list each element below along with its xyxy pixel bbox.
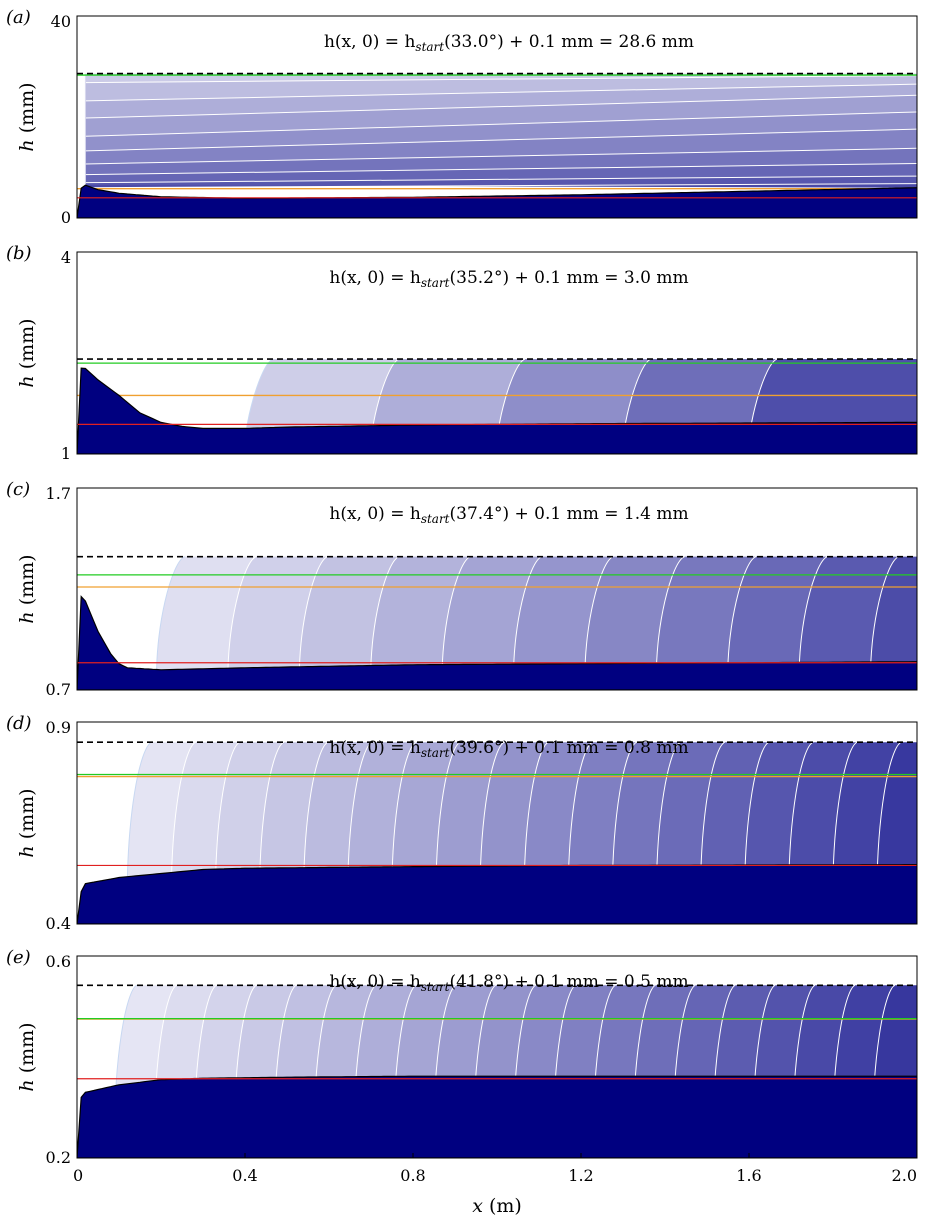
x-tick-label: 0.4 (232, 1166, 257, 1185)
contour-band (85, 84, 917, 119)
plot-area (77, 984, 917, 1158)
plot-area (77, 358, 917, 454)
wave-front (156, 556, 186, 690)
contour-band (85, 73, 917, 83)
contour-line (85, 94, 917, 119)
contour-band (85, 129, 917, 164)
y-axis-title: h (mm) (16, 82, 38, 151)
y-tick-label: 40 (51, 12, 71, 31)
x-axis-title: x (m) (472, 1195, 522, 1217)
contour-band (85, 183, 917, 188)
plot-area (77, 741, 917, 924)
panel-letter: (d) (6, 713, 32, 734)
panel-frame (76, 15, 918, 219)
x-tick-label: 1.2 (568, 1166, 593, 1185)
contour-band (85, 148, 917, 175)
y-tick-label: 0 (61, 208, 71, 227)
y-tick-label: 1.7 (46, 484, 71, 503)
wave-band (584, 556, 685, 690)
panel-frame (76, 955, 918, 1159)
panel-frame (76, 721, 918, 925)
formula-annotation: h(x, 0) = hstart(33.0°) + 0.1 mm = 28.6 … (324, 32, 694, 54)
contour-band (85, 176, 917, 188)
formula-annotation: h(x, 0) = hstart(35.2°) + 0.1 mm = 3.0 m… (329, 268, 688, 290)
panel-letter: (e) (6, 947, 31, 968)
contour-line (85, 183, 917, 189)
y-tick-label: 0.6 (46, 952, 71, 971)
panel-a: 0 40 (a) h (mm) h(x, 0) = hstart(33.0°) + 0.… (6, 7, 918, 227)
y-tick-label: 0.2 (46, 1148, 71, 1167)
panel-b: 1 4 (b) h (mm) h(x, 0) = hstart(35.2°) + 0.1… (6, 243, 918, 463)
bed-fill (77, 184, 917, 218)
y-axis-title: h (mm) (16, 318, 38, 387)
contour-line (85, 75, 917, 84)
x-tick-label: 0 (73, 1166, 83, 1185)
wave-band (513, 556, 614, 690)
panel-frame (76, 487, 918, 691)
y-axis-title: h (mm) (16, 1022, 38, 1091)
contour-line (85, 147, 917, 165)
panel-frame (76, 251, 918, 455)
contour-line (85, 83, 917, 102)
y-tick-label: 0.4 (46, 914, 71, 933)
panel-letter: (b) (6, 243, 32, 264)
y-axis-title: h (mm) (16, 788, 38, 857)
wave-band (370, 556, 471, 690)
y-tick-label: 1 (61, 444, 71, 463)
x-tick-label: 0.8 (400, 1166, 425, 1185)
y-axis-title: h (mm) (16, 554, 38, 623)
wave-band (799, 556, 899, 690)
x-tick-label: 1.6 (736, 1166, 761, 1185)
panel-c: 0.7 1.7 (c) h (mm) h(x, 0) = hstart(37.4°) +… (6, 479, 918, 699)
wave-band (656, 556, 756, 690)
wave-band (156, 556, 257, 690)
plot-area (77, 72, 917, 218)
bed-fill (77, 864, 917, 924)
formula-annotation: h(x, 0) = hstart(41.8°) + 0.1 mm = 0.5 m… (329, 972, 688, 994)
contour-line (85, 128, 917, 152)
contour-band (85, 75, 917, 101)
contour-line (85, 111, 917, 137)
wave-band (299, 556, 399, 690)
panel-letter: (a) (6, 7, 31, 28)
panel-letter: (c) (6, 479, 30, 500)
wave-band (227, 556, 328, 690)
contour-band (85, 95, 917, 137)
y-tick-label: 0.9 (46, 718, 71, 737)
formula-annotation: h(x, 0) = hstart(37.4°) + 0.1 mm = 1.4 m… (329, 504, 688, 526)
plot-area (77, 555, 917, 690)
contour-line (85, 175, 917, 184)
panel-e: 0.2 0.6 (e) h (mm) h(x, 0) = hstart(41.8°) +… (6, 947, 918, 1167)
wave-band (442, 556, 542, 690)
contour-band (85, 163, 917, 183)
panel-d: 0.4 0.9 (d) h (mm) h(x, 0) = hstart(39.6°) +… (6, 713, 918, 933)
y-tick-label: 4 (61, 248, 71, 267)
wave-band (727, 556, 828, 690)
x-tick-label: 2.0 (892, 1166, 917, 1185)
contour-band (85, 111, 917, 151)
bed-fill (77, 1075, 917, 1158)
y-tick-label: 0.7 (46, 680, 71, 699)
formula-annotation: h(x, 0) = hstart(39.6°) + 0.1 mm = 0.8 m… (329, 738, 688, 760)
contour-line (85, 162, 917, 176)
